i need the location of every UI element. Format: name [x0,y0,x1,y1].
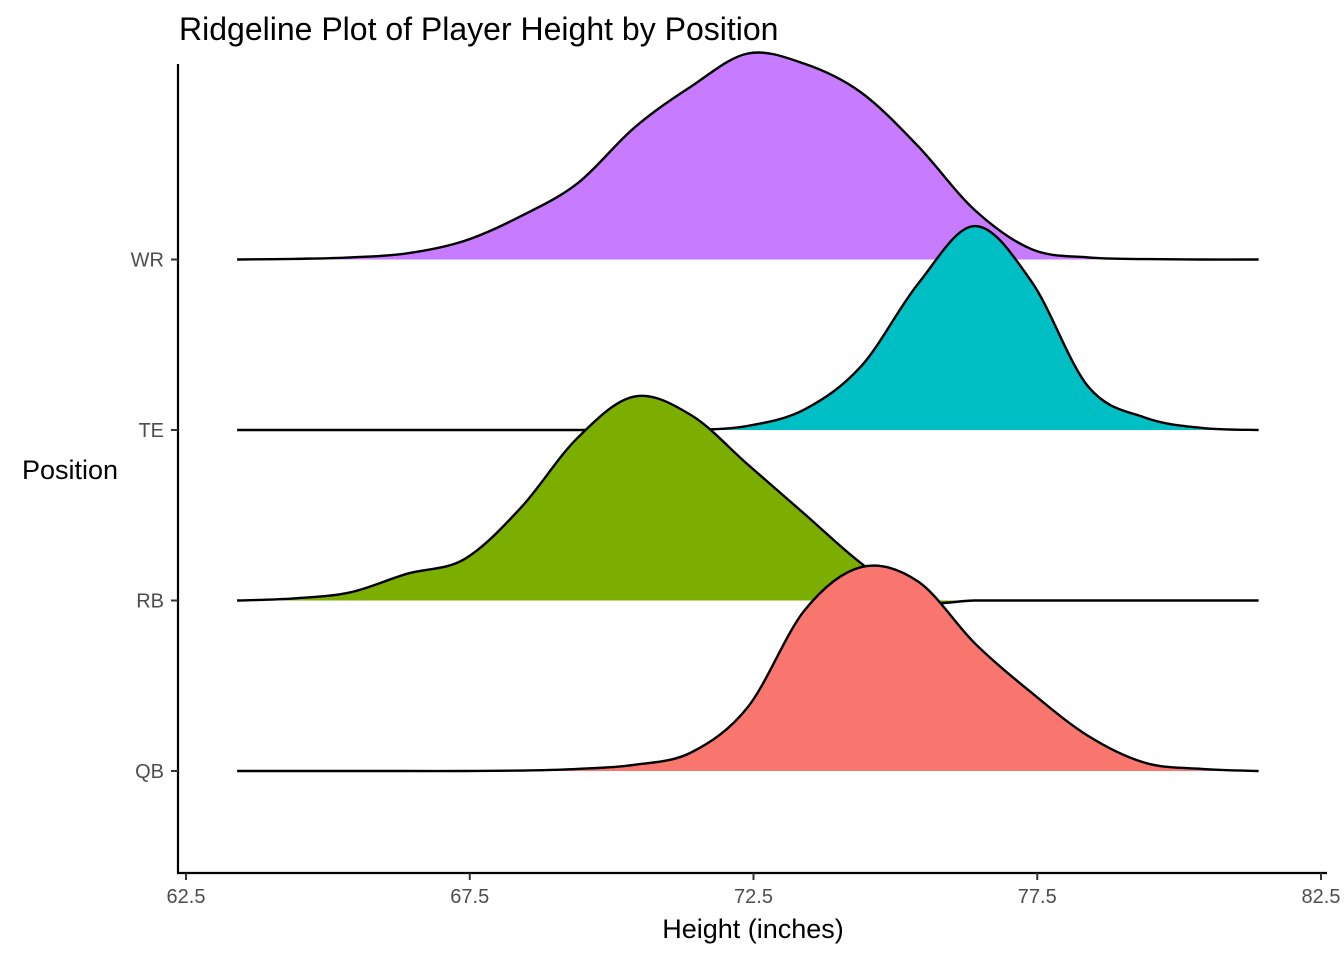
ridge-fill-te [237,226,1259,431]
ridges [237,51,1259,773]
x-tick-label: 72.5 [734,886,773,908]
ridge-outline-rb [237,394,1259,605]
x-tick-label: 82.5 [1302,886,1341,908]
ridge-fill-wr [237,52,1259,260]
y-tick-label-rb: RB [136,591,164,613]
ridge-fill-rb [237,395,1259,604]
y-tick-label-te: TE [138,420,164,442]
x-tick-label: 77.5 [1018,886,1057,908]
x-tick-label: 62.5 [167,886,206,908]
y-tick-label-qb: QB [135,761,164,783]
x-ticks: 62.5 67.5 72.5 77.5 82.5 [167,873,1341,908]
y-ticks: QB RB TE WR [131,250,178,783]
ridge-outline-te [237,224,1259,432]
ridge-fill-qb [237,565,1259,772]
y-axis-title: Position [22,455,118,485]
x-tick-label: 67.5 [450,886,489,908]
chart-title: Ridgeline Plot of Player Height by Posit… [179,11,778,47]
ridge-outline-wr [237,51,1259,261]
ridge-outline-qb [237,564,1259,773]
x-axis-title: Height (inches) [662,914,844,944]
y-tick-label-wr: WR [131,250,164,272]
